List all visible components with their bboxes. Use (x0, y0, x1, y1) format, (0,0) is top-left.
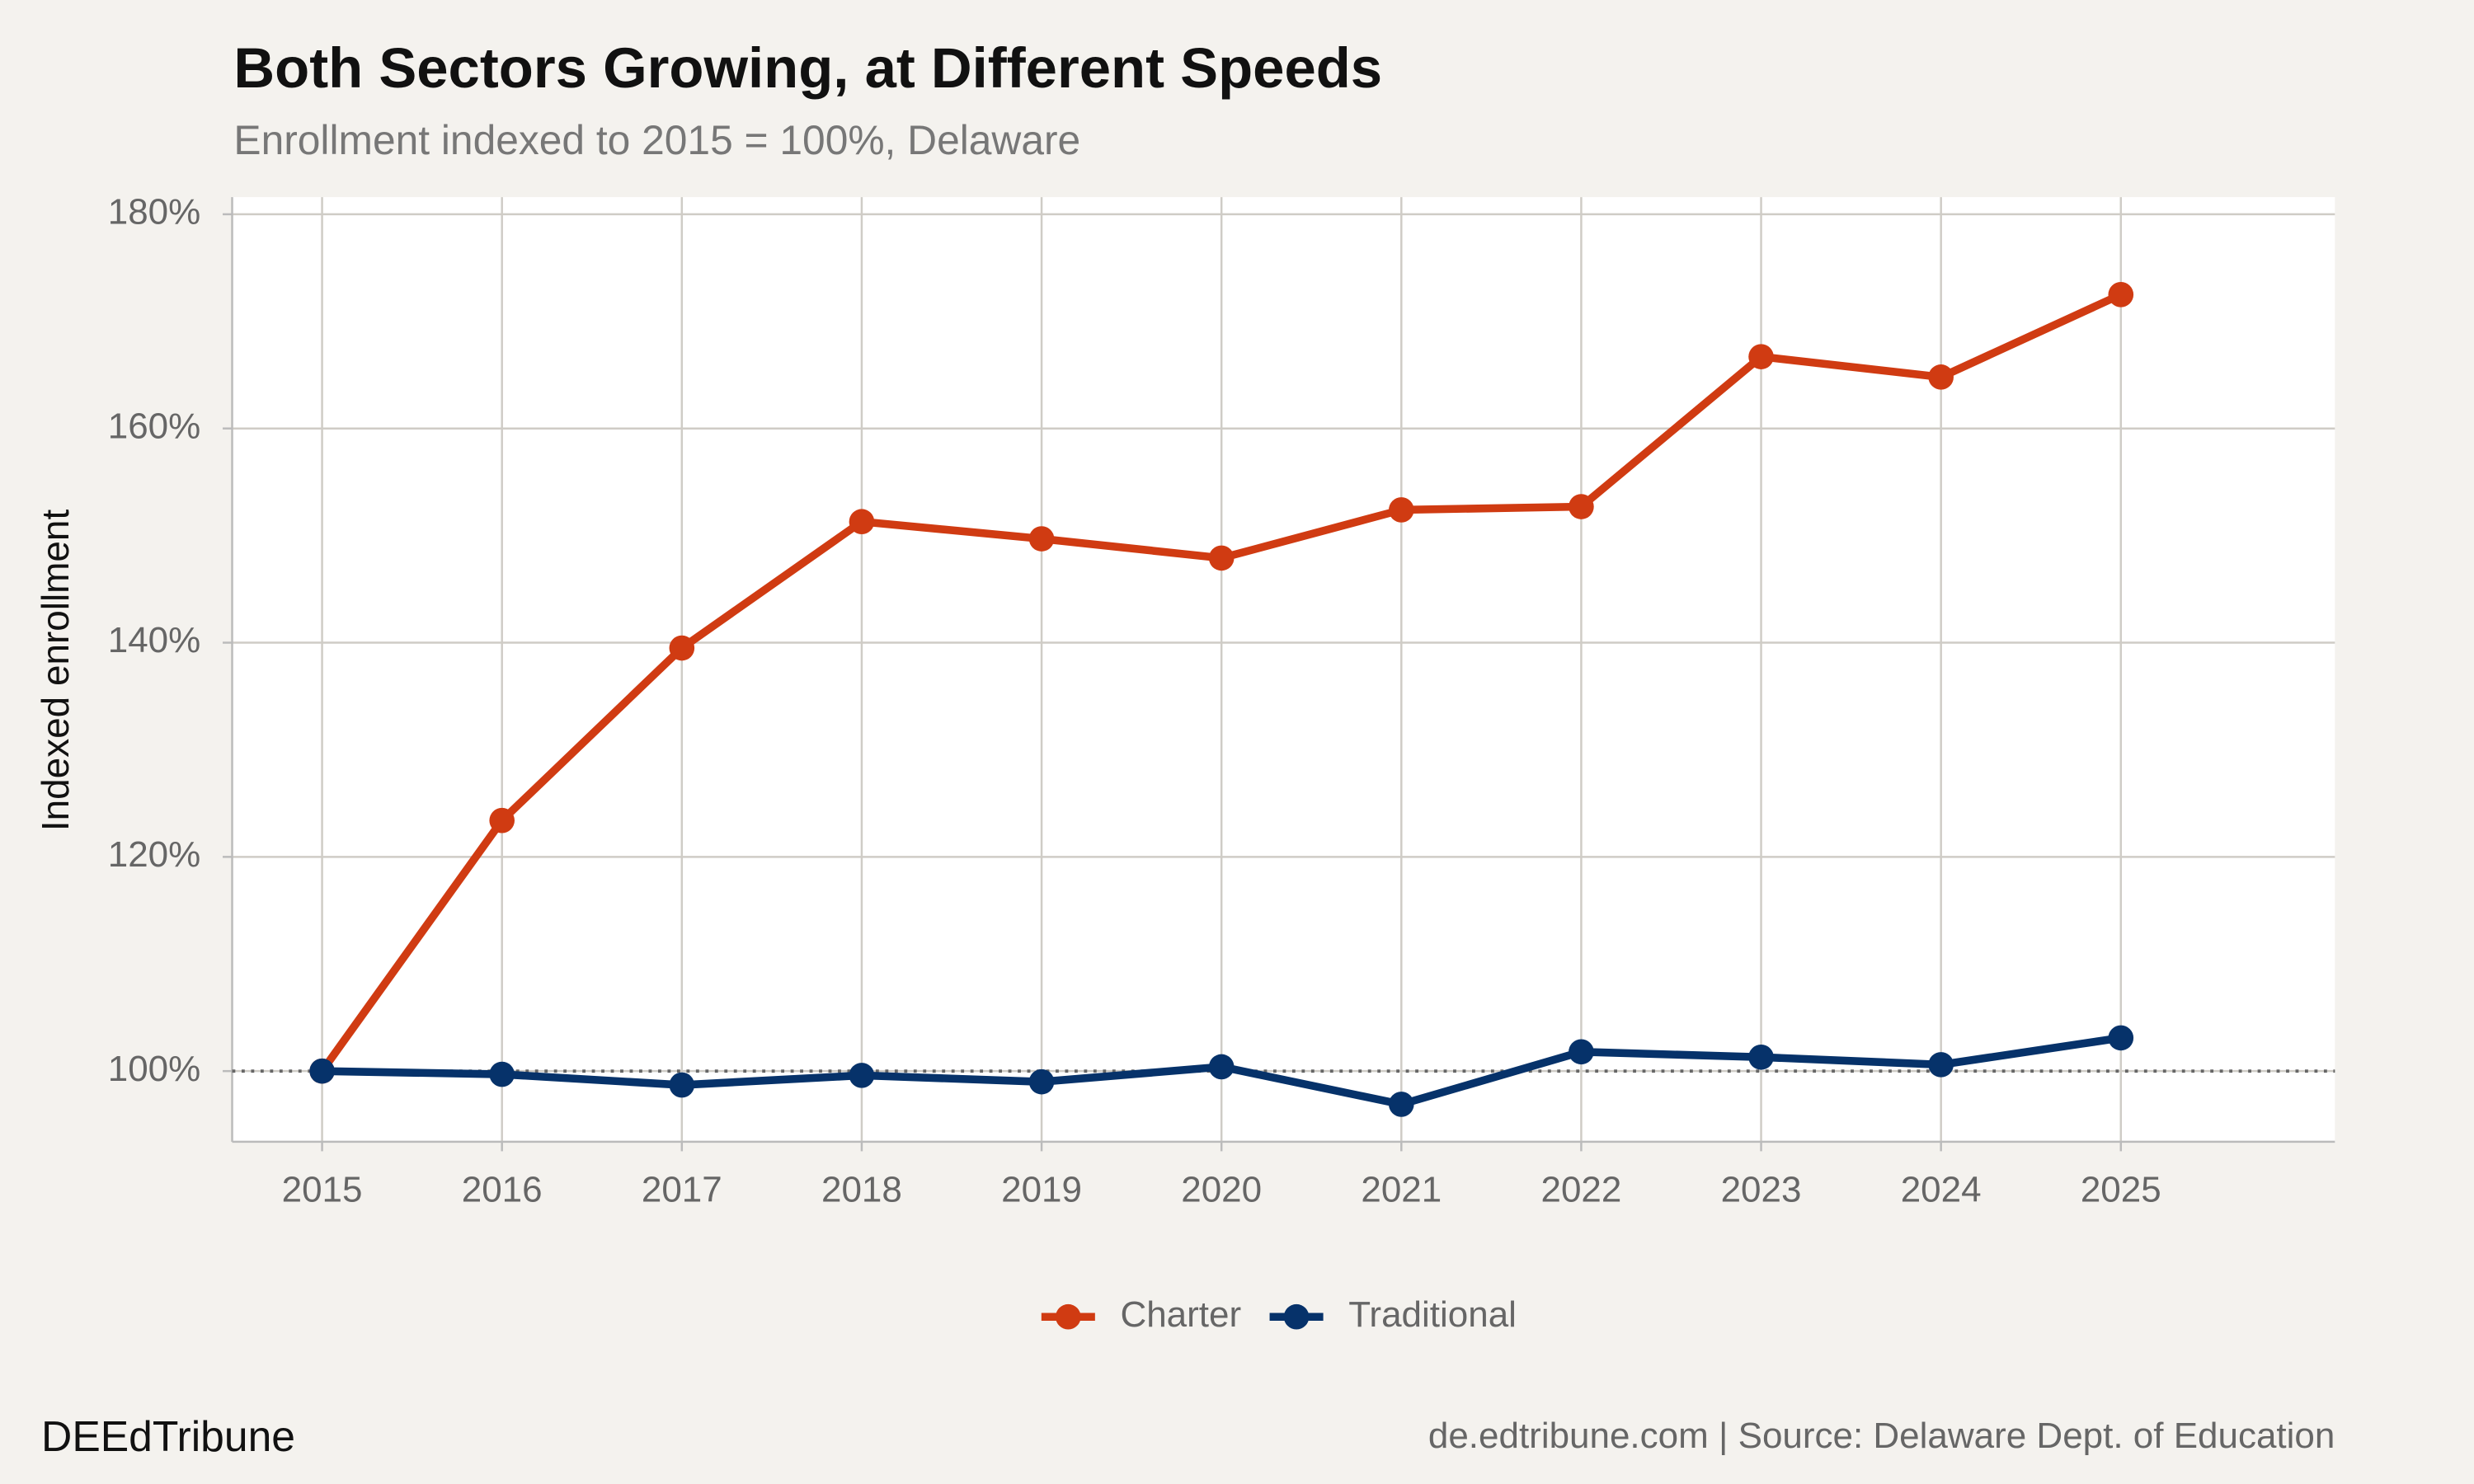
x-tick-label: 2024 (1901, 1170, 1982, 1210)
data-point (2108, 282, 2134, 308)
data-point (309, 1058, 335, 1084)
data-point (1569, 1039, 1594, 1065)
data-point (669, 1072, 695, 1098)
y-tick-label: 180% (108, 192, 201, 232)
data-point (489, 807, 515, 834)
data-point (1028, 1068, 1055, 1095)
data-point (1388, 497, 1414, 523)
x-tick-label: 2022 (1540, 1170, 1621, 1210)
data-point (1569, 494, 1594, 519)
legend-swatch (1056, 1303, 1081, 1330)
data-point (1208, 1054, 1235, 1080)
data-point (1928, 364, 1954, 390)
data-point (1028, 526, 1055, 552)
y-tick-label: 160% (108, 406, 201, 446)
x-tick-label: 2015 (282, 1170, 363, 1210)
x-tick-label: 2023 (1721, 1170, 1802, 1210)
x-tick-label: 2021 (1361, 1170, 1442, 1210)
legend-swatch (1283, 1303, 1310, 1330)
chart-title: Both Sectors Growing, at Different Speed… (233, 36, 1382, 100)
data-point (1748, 344, 1774, 369)
data-point (1748, 1044, 1774, 1070)
data-point (849, 1063, 875, 1088)
data-point (669, 635, 695, 661)
data-point (849, 509, 875, 535)
y-tick-label: 140% (108, 620, 201, 660)
x-tick-label: 2017 (642, 1170, 722, 1210)
x-tick-label: 2025 (2081, 1170, 2161, 1210)
x-tick-label: 2019 (1001, 1170, 1082, 1210)
source: de.edtribune.com | Source: Delaware Dept… (1428, 1416, 2335, 1456)
data-point (1388, 1092, 1414, 1117)
legend-label: Traditional (1348, 1294, 1517, 1335)
chart-subtitle: Enrollment indexed to 2015 = 100%, Delaw… (233, 117, 1080, 163)
data-point (489, 1061, 515, 1087)
data-point (1208, 545, 1235, 571)
y-axis-label: Indexed enrollment (34, 510, 77, 832)
y-tick-label: 100% (108, 1049, 201, 1089)
legend-label: Charter (1120, 1294, 1241, 1335)
data-point (1928, 1052, 1954, 1078)
y-tick-label: 120% (108, 834, 201, 875)
x-tick-label: 2020 (1181, 1170, 1262, 1210)
x-tick-label: 2018 (821, 1170, 902, 1210)
brand: DEEdTribune (41, 1412, 295, 1460)
x-tick-label: 2016 (462, 1170, 543, 1210)
data-point (2108, 1025, 2134, 1051)
